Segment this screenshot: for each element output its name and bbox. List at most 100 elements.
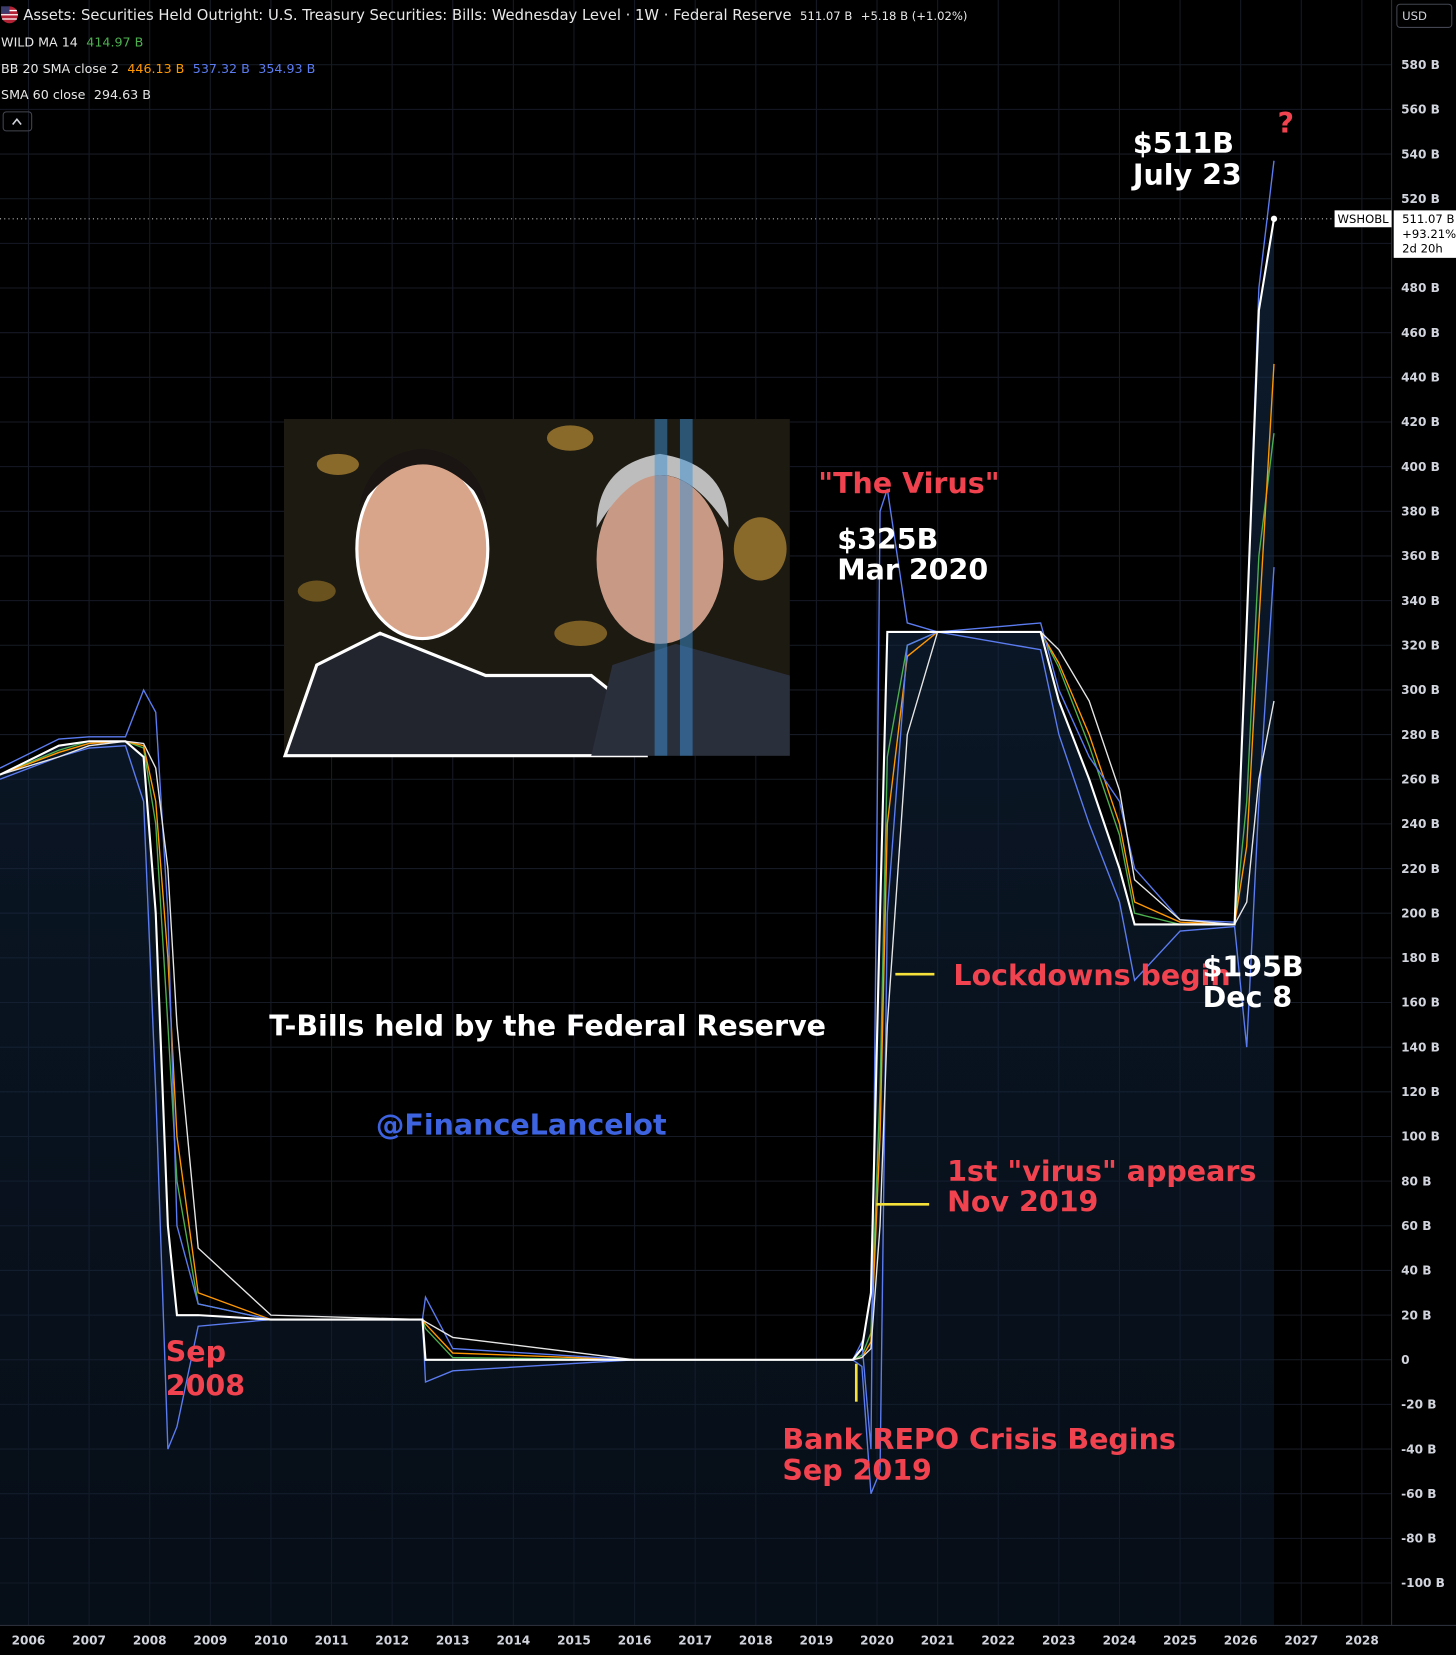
y-tick-label: 100 B	[1401, 1130, 1440, 1144]
y-tick-label: 60 B	[1401, 1219, 1431, 1233]
annotation: July 23	[1131, 159, 1242, 192]
indicator-line	[0, 160, 1275, 1450]
x-tick-label: 2006	[12, 1633, 46, 1647]
x-tick-label: 2021	[921, 1633, 955, 1647]
header-change: +5.18 B (+1.02%)	[861, 9, 968, 23]
legend-value: 414.97 B	[86, 34, 143, 49]
y-tick-label: 520 B	[1401, 192, 1440, 206]
x-tick-label: 2020	[860, 1633, 894, 1647]
annotation: Nov 2019	[947, 1186, 1098, 1219]
annotation: Lockdowns begin	[953, 959, 1230, 992]
y-tick-label: 40 B	[1401, 1264, 1431, 1278]
legend-value: 294.63 B	[94, 87, 151, 102]
y-tick-label: 540 B	[1401, 147, 1440, 161]
x-tick-label: 2012	[375, 1633, 409, 1647]
annotation: 1st "virus" appears	[947, 1155, 1256, 1188]
y-tick-label: 240 B	[1401, 817, 1440, 831]
area	[0, 218, 1275, 1626]
x-tick-label: 2026	[1224, 1633, 1258, 1647]
x-tick-label: 2009	[193, 1633, 227, 1647]
y-tick-label: -40 B	[1401, 1442, 1436, 1456]
y-tick-label: 420 B	[1401, 415, 1440, 429]
x-tick-label: 2022	[981, 1633, 1015, 1647]
photo	[282, 419, 790, 758]
annotation: @FinanceLancelot	[376, 1109, 667, 1142]
y-tick-label: 400 B	[1401, 460, 1440, 474]
currency-button[interactable]	[1396, 3, 1453, 28]
annotation: $325B	[837, 523, 938, 556]
x-tick-label: 2007	[72, 1633, 106, 1647]
price-tag-text: 2d 20h	[1402, 242, 1443, 256]
annotation: Sep	[166, 1336, 226, 1369]
legend-name: WILD MA 14	[1, 34, 78, 49]
y-tick-label: 180 B	[1401, 951, 1440, 965]
header-value: 511.07 B	[800, 9, 852, 23]
collapse-button[interactable]	[2, 111, 33, 132]
y-tick-label: 440 B	[1401, 371, 1440, 385]
annotation: $511B	[1133, 127, 1234, 160]
legend-name: SMA 60 close	[1, 87, 86, 102]
y-tick-label: -60 B	[1401, 1487, 1436, 1501]
y-tick-label: 280 B	[1401, 728, 1440, 742]
y-tick-label: 580 B	[1401, 58, 1440, 72]
annotation: Dec 8	[1203, 981, 1293, 1014]
annotation: Sep 2019	[782, 1454, 932, 1487]
indicator-line	[0, 567, 1275, 1494]
x-tick-label: 2019	[800, 1633, 834, 1647]
y-tick-label: 160 B	[1401, 996, 1440, 1010]
y-tick-label: 460 B	[1401, 326, 1440, 340]
y-tick-label: 260 B	[1401, 772, 1440, 786]
y-tick-label: 300 B	[1401, 683, 1440, 697]
y-tick-label: 320 B	[1401, 638, 1440, 652]
y-tick-label: 120 B	[1401, 1085, 1440, 1099]
price-tag	[1393, 210, 1456, 258]
header-title: Assets: Securities Held Outright: U.S. T…	[23, 7, 791, 24]
series-line	[0, 218, 1276, 1361]
indicator-line	[0, 433, 1275, 1361]
x-tick-label: 2028	[1345, 1633, 1379, 1647]
x-tick-label: 2016	[618, 1633, 652, 1647]
x-tick-label: 2018	[739, 1633, 773, 1647]
y-tick-label: 0	[1401, 1353, 1409, 1367]
y-tick-label: -80 B	[1401, 1532, 1436, 1546]
annotation: ?	[1278, 107, 1295, 140]
price-tag-text: 511.07 B	[1402, 212, 1454, 226]
last-point	[1270, 215, 1278, 222]
annotation: Mar 2020	[837, 553, 988, 586]
y-tick-label: 140 B	[1401, 1040, 1440, 1054]
currency[interactable]: USD	[1402, 9, 1427, 23]
x-tick-label: 2010	[254, 1633, 288, 1647]
price-tag-text: +93.21%	[1402, 227, 1456, 241]
y-tick-label: 480 B	[1401, 281, 1440, 295]
y-tick-label: 360 B	[1401, 549, 1440, 563]
x-tick-label: 2027	[1284, 1633, 1318, 1647]
y-tick-label: 20 B	[1401, 1308, 1431, 1322]
x-tick-label: 2008	[133, 1633, 167, 1647]
collapse-icon	[12, 118, 22, 126]
annotation: $195B	[1203, 950, 1304, 983]
legend-name: BB 20 SMA close 2	[1, 61, 119, 76]
annotation: Bank REPO Crisis Begins	[782, 1423, 1175, 1456]
annotation: 2008	[166, 1369, 245, 1402]
y-tick-label: 200 B	[1401, 906, 1440, 920]
legend-value: 354.93 B	[258, 61, 315, 76]
y-axis-panel	[1391, 0, 1456, 1655]
x-tick-label: 2013	[436, 1633, 470, 1647]
indicator-line	[0, 631, 1275, 1361]
y-tick-label: 220 B	[1401, 862, 1440, 876]
x-tick-label: 2015	[557, 1633, 591, 1647]
x-tick-label: 2024	[1103, 1633, 1137, 1647]
legend-value: 537.32 B	[193, 61, 250, 76]
y-tick-label: 340 B	[1401, 594, 1440, 608]
flag-canton	[1, 6, 10, 14]
x-axis-panel	[0, 1625, 1456, 1655]
annotation: T-Bills held by the Federal Reserve	[269, 1009, 826, 1042]
y-tick-label: 80 B	[1401, 1174, 1431, 1188]
annotation: "The Virus"	[818, 467, 999, 500]
legend-value: 446.13 B	[127, 61, 184, 76]
x-tick-label: 2023	[1042, 1633, 1076, 1647]
x-tick-label: 2011	[315, 1633, 349, 1647]
series-name: WSHOBL	[1338, 212, 1390, 226]
